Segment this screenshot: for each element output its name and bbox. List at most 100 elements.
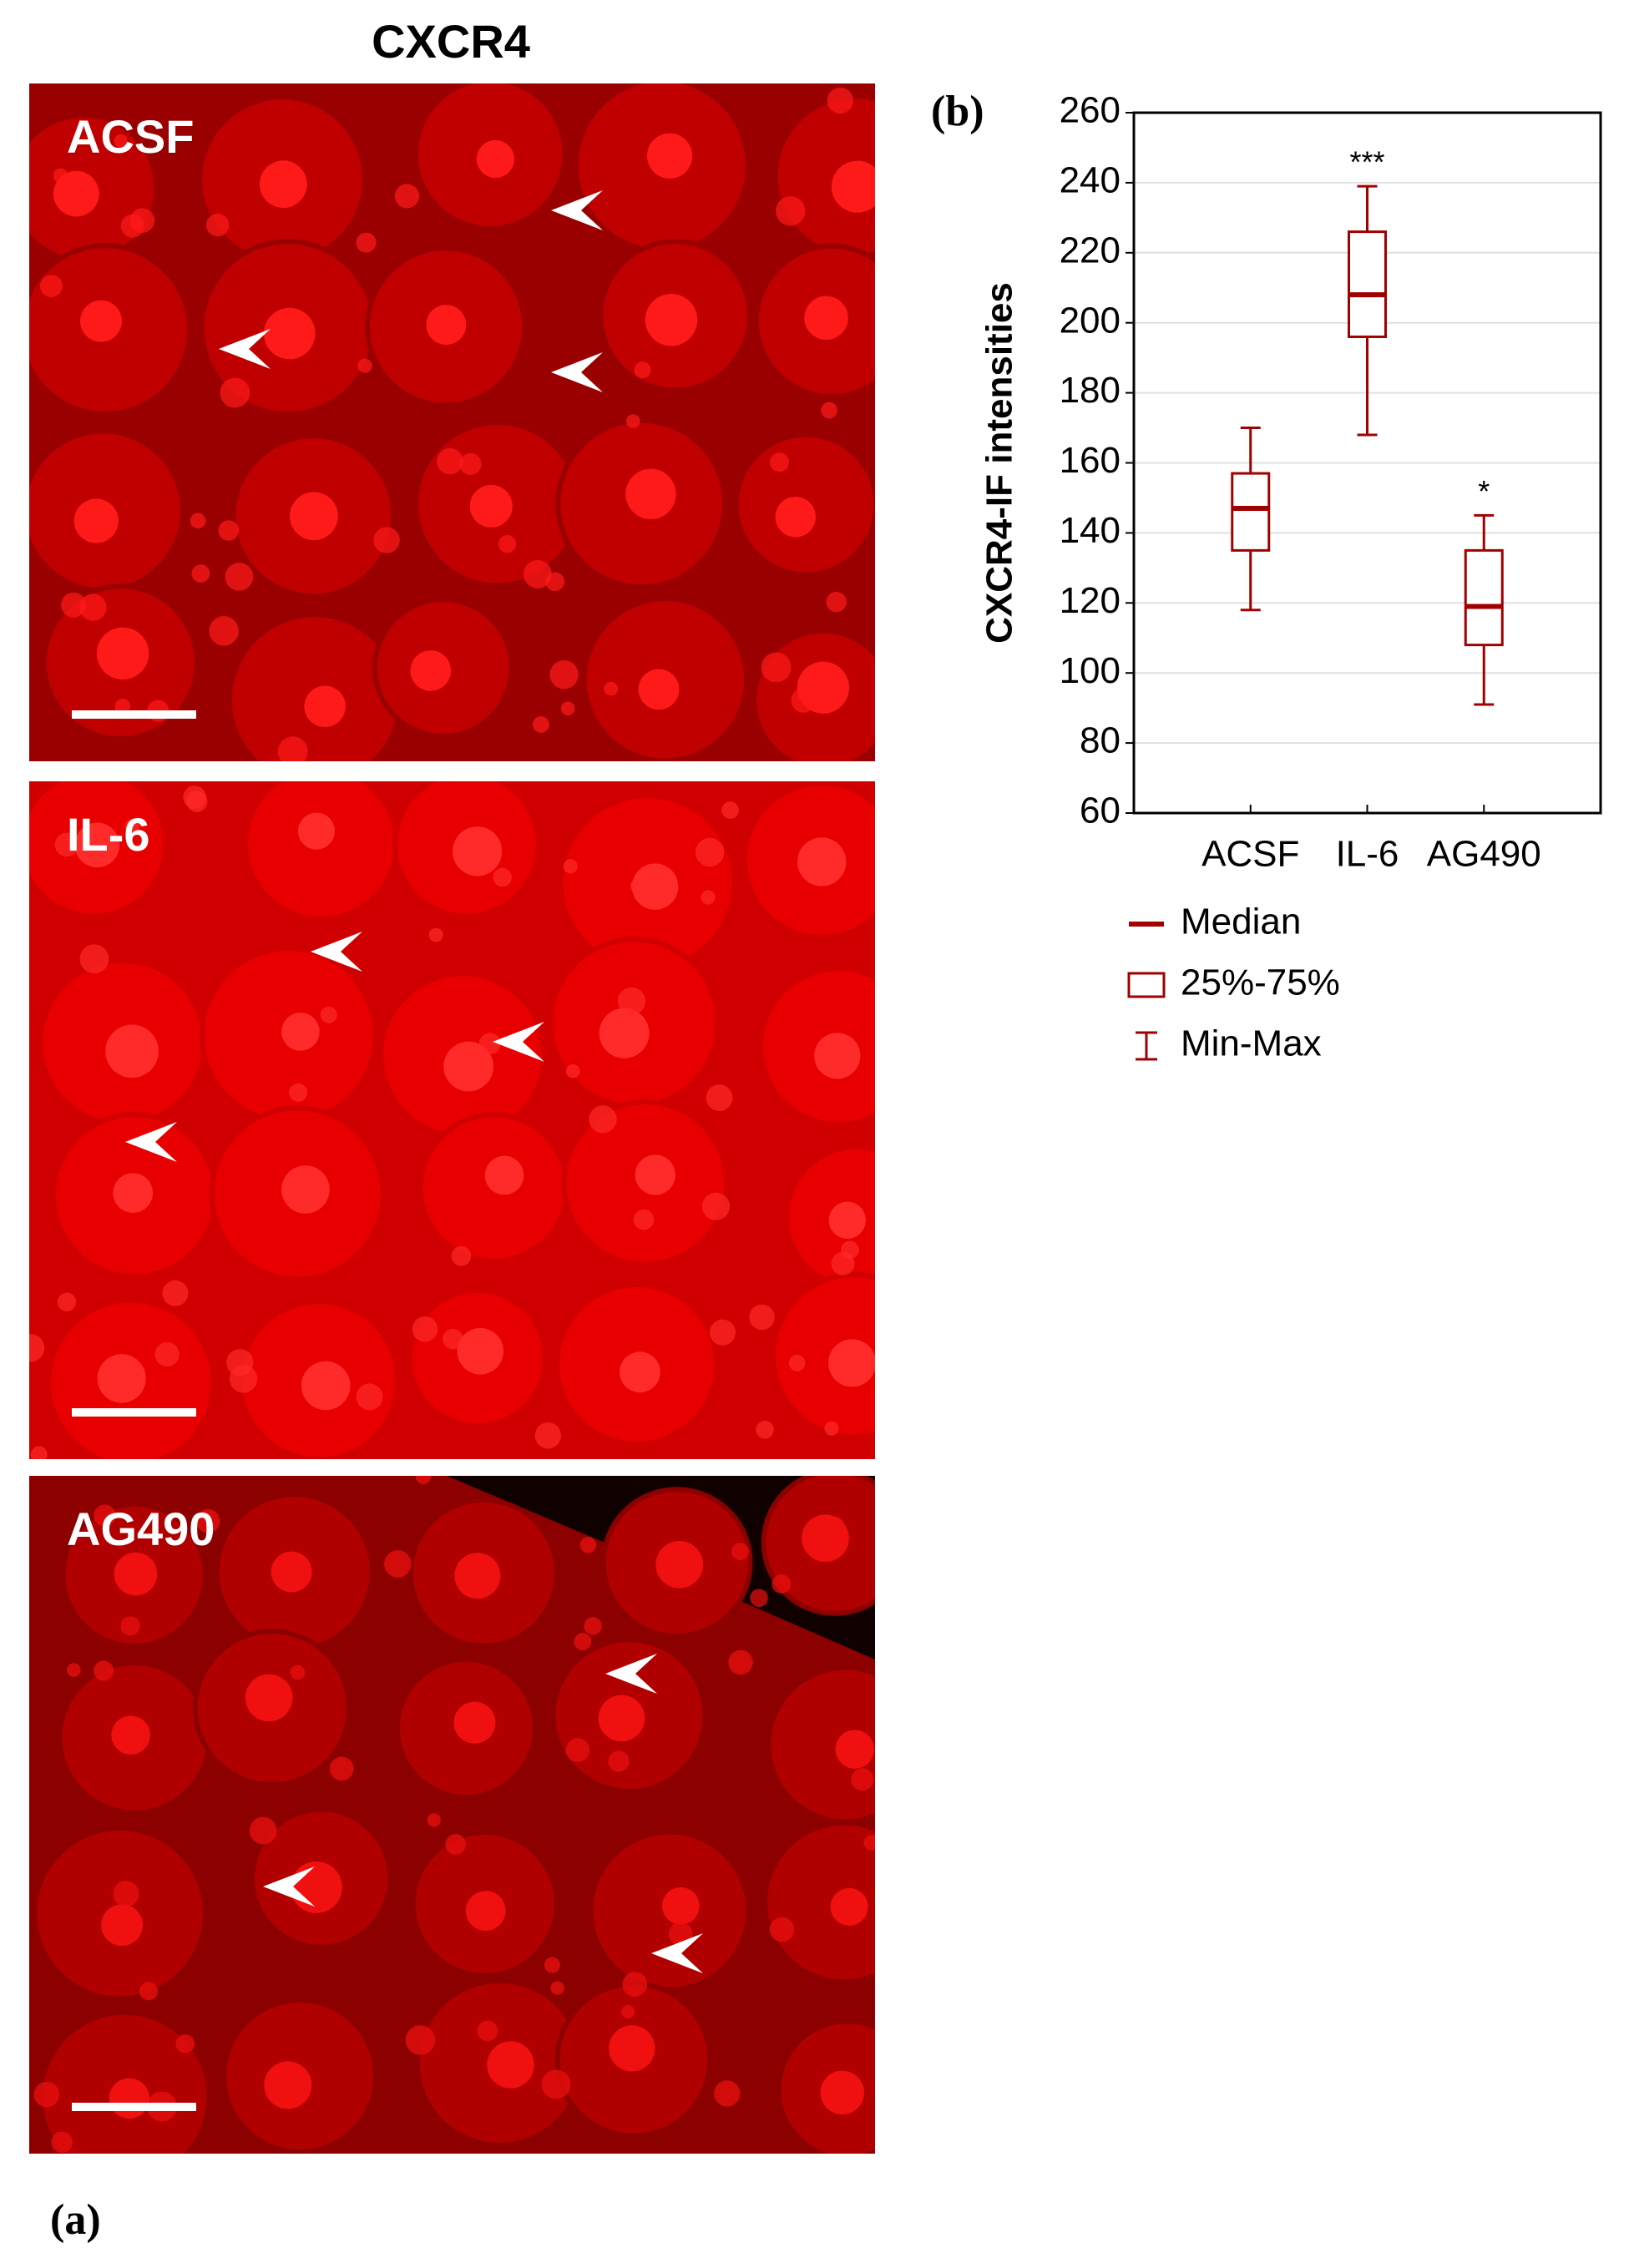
satellite — [851, 1768, 874, 1791]
satellite — [750, 1589, 768, 1608]
arrowhead — [551, 352, 603, 392]
satellite — [549, 660, 579, 689]
satellite — [443, 1328, 463, 1350]
x-tick-label: IL-6 — [1336, 834, 1399, 875]
nucleus — [609, 2025, 655, 2072]
nucleus — [465, 1891, 506, 1931]
legend-label: Median — [1181, 902, 1301, 942]
nucleus — [453, 1701, 496, 1744]
satellite — [728, 1649, 753, 1675]
nucleus — [73, 498, 119, 543]
satellite — [195, 1508, 220, 1533]
satellite — [30, 1446, 48, 1459]
satellite — [290, 1664, 306, 1680]
satellite — [114, 134, 128, 148]
satellite — [706, 1084, 733, 1112]
satellite — [277, 736, 308, 761]
box-plot: 60 80 100 120 140 160 180 200 220 240 260 CXCR4-IF … — [979, 90, 1602, 1064]
satellite — [412, 1316, 438, 1342]
micrograph: IL-6 — [29, 781, 875, 1459]
satellite — [769, 1917, 795, 1942]
micrograph-content — [29, 1476, 875, 2154]
cell — [771, 1271, 875, 1440]
satellite — [749, 1304, 775, 1331]
nucleus — [646, 133, 693, 179]
satellite — [437, 447, 463, 475]
satellite — [731, 1543, 749, 1561]
nucleus — [271, 1551, 312, 1593]
arrowhead — [125, 1122, 177, 1162]
nucleus — [828, 1201, 866, 1239]
satellite — [791, 688, 817, 713]
nucleus — [264, 2061, 312, 2109]
satellite — [384, 1550, 412, 1578]
satellite — [633, 1209, 655, 1230]
nucleus — [426, 305, 467, 345]
satellite — [445, 1834, 466, 1855]
satellite — [356, 1383, 383, 1411]
panel-label: (a) — [50, 2196, 101, 2244]
satellite — [61, 592, 87, 618]
satellite — [373, 527, 400, 553]
satellite — [113, 1881, 139, 1907]
nucleus — [598, 1695, 645, 1742]
nucleus — [469, 484, 513, 528]
nucleus — [831, 160, 875, 213]
satellite — [634, 361, 651, 379]
micrograph-content — [29, 83, 875, 761]
nucleus — [97, 1354, 146, 1403]
nucleus — [259, 160, 307, 209]
satellite — [630, 878, 646, 894]
nucleus — [290, 492, 338, 541]
y-tick-label: 220 — [1060, 230, 1121, 270]
satellite — [761, 652, 792, 683]
y-tick-label: 240 — [1060, 160, 1121, 201]
nucleus — [410, 650, 452, 691]
satellite — [94, 1504, 116, 1527]
satellite — [175, 2033, 195, 2053]
satellite — [79, 594, 107, 621]
satellite — [225, 563, 254, 591]
satellite — [563, 859, 578, 874]
nucleus — [599, 1008, 650, 1058]
satellite — [209, 616, 239, 646]
satellite — [206, 214, 230, 237]
nucleus — [96, 627, 149, 680]
y-tick-label: 60 — [1080, 791, 1121, 831]
satellite — [220, 377, 250, 408]
arrowhead — [651, 1933, 703, 1973]
nucleus — [453, 826, 503, 876]
satellite — [357, 358, 372, 373]
y-axis-label: CXCR4-IF intensities — [979, 282, 1020, 644]
satellite — [39, 275, 63, 298]
nucleus — [113, 1173, 154, 1213]
satellite — [579, 1537, 597, 1553]
satellite — [721, 801, 739, 819]
satellite — [320, 1006, 337, 1023]
nucleus — [74, 822, 120, 868]
satellite — [427, 1813, 441, 1827]
nucleus — [835, 1730, 874, 1769]
satellite — [139, 1982, 159, 2001]
satellite — [788, 1354, 806, 1371]
satellite — [604, 681, 619, 696]
satellite — [428, 927, 443, 942]
satellite — [534, 1422, 562, 1449]
panel-label: (b) — [931, 88, 984, 135]
satellite — [405, 2025, 436, 2055]
y-tick-label: 140 — [1060, 510, 1121, 551]
nucleus — [814, 1033, 861, 1079]
x-tick-label: AG490 — [1427, 834, 1541, 875]
satellite — [584, 1617, 602, 1635]
satellite — [701, 890, 716, 905]
satellite — [114, 698, 131, 715]
satellite — [523, 559, 552, 588]
arrowhead — [311, 932, 362, 972]
nucleus — [797, 837, 847, 886]
satellite — [656, 316, 683, 342]
box — [1464, 548, 1504, 647]
satellite — [770, 452, 790, 472]
satellite — [329, 1756, 354, 1781]
satellite — [229, 1365, 258, 1393]
satellite — [154, 1341, 180, 1367]
